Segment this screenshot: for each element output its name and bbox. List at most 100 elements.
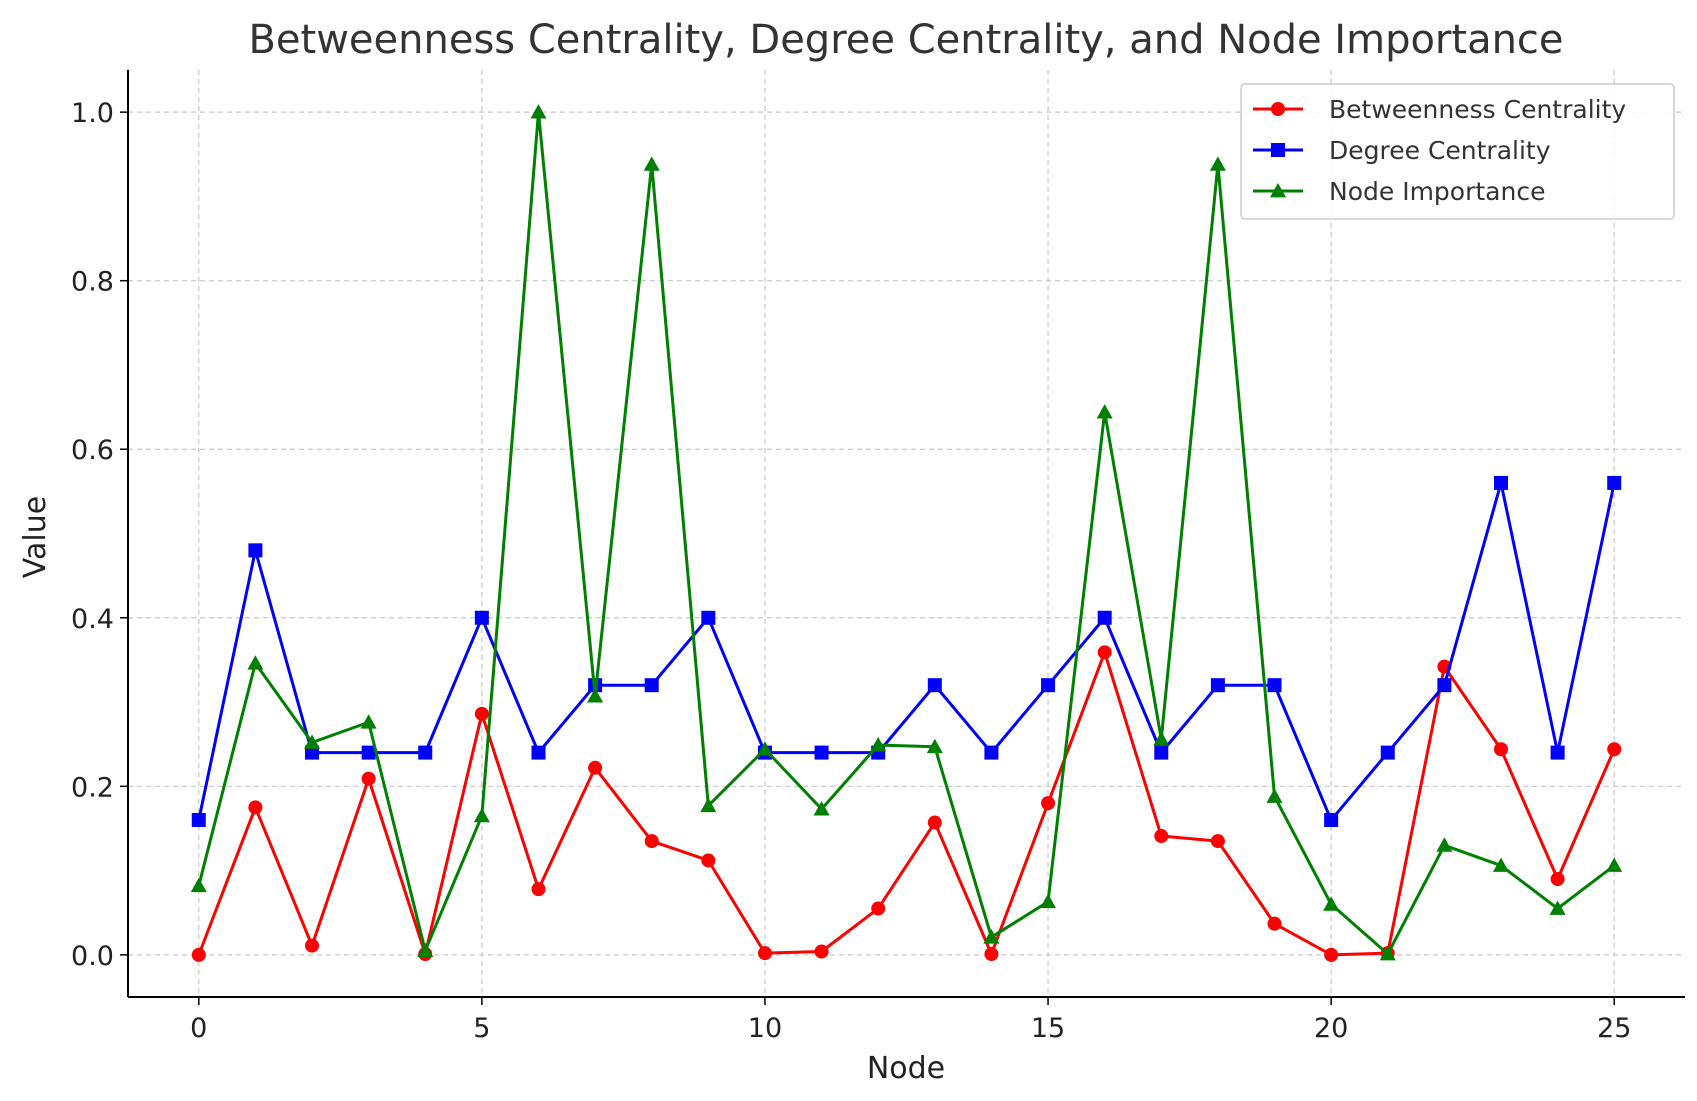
series-1-point-15 — [1041, 678, 1056, 693]
series-2-point-14 — [983, 929, 1000, 944]
series-0-point-8 — [644, 834, 659, 849]
series-2-point-11 — [813, 801, 830, 816]
series-0-point-12 — [871, 901, 886, 916]
series-1-point-21 — [1380, 745, 1395, 760]
series-2-point-23 — [1492, 857, 1509, 872]
series-0-point-7 — [588, 760, 603, 775]
series-1-point-11 — [814, 745, 829, 760]
axis-ticks: 0 5 10 15 20 25 0.0 0.2 0.4 0.6 0.8 1.0 — [71, 98, 1631, 1044]
series-0-point-9 — [701, 853, 716, 868]
series-2-point-12 — [870, 737, 887, 752]
y-tick-label-5: 1.0 — [71, 98, 114, 129]
series-0-point-3 — [361, 771, 376, 786]
series-1-point-14 — [984, 745, 999, 760]
series-line-1 — [197, 481, 1616, 822]
series-2-point-9 — [700, 797, 717, 813]
series-2-point-20 — [1323, 896, 1340, 911]
series-2-point-22 — [1436, 837, 1453, 852]
chart-title: Betweenness Centrality, Degree Centralit… — [248, 17, 1563, 63]
series-2-point-25 — [1606, 857, 1623, 872]
series-2-point-21 — [1379, 946, 1396, 961]
series-2-point-4 — [417, 942, 434, 958]
series-0-point-5 — [474, 706, 489, 721]
y-axis-label: Value — [18, 496, 53, 578]
legend-box — [1240, 83, 1675, 220]
series-1-point-16 — [1097, 610, 1112, 625]
y-tick-label-3: 0.6 — [71, 435, 114, 466]
x-tick-label-3: 15 — [1031, 1013, 1065, 1044]
series-1-point-5 — [474, 610, 489, 625]
series-1-point-24 — [1550, 745, 1565, 760]
series-2-point-2 — [304, 734, 321, 749]
series-1-point-8 — [644, 678, 659, 693]
legend-marker-0 — [1271, 102, 1285, 116]
series-0-point-10 — [757, 946, 772, 961]
legend-label-0: Betweenness Centrality — [1329, 95, 1626, 124]
y-tick-label-4: 0.8 — [71, 267, 114, 298]
series-0-point-0 — [191, 947, 206, 962]
series-0-point-13 — [927, 815, 942, 830]
legend-marker-2 — [1270, 183, 1286, 198]
legend-label-1: Degree Centrality — [1329, 136, 1551, 165]
legend-marker-1 — [1271, 143, 1285, 157]
series-0-point-17 — [1154, 829, 1169, 844]
data-series — [190, 104, 1623, 962]
y-tick-label-1: 0.2 — [71, 772, 114, 803]
series-0-point-20 — [1324, 947, 1339, 962]
series-0-point-15 — [1041, 796, 1056, 811]
x-tick-label-0: 0 — [190, 1013, 207, 1044]
x-tick-label-1: 5 — [473, 1013, 490, 1044]
series-0-point-2 — [305, 938, 320, 953]
series-0-point-6 — [531, 882, 546, 897]
axes-spines — [127, 70, 1685, 998]
grid-lines — [128, 70, 1685, 997]
series-1-point-3 — [361, 745, 376, 760]
series-2-point-15 — [1040, 893, 1057, 909]
series-2-point-3 — [360, 714, 377, 729]
series-2-point-24 — [1549, 900, 1566, 915]
series-2-point-10 — [756, 741, 773, 756]
series-2-point-19 — [1266, 788, 1283, 803]
series-1-point-13 — [927, 678, 942, 693]
series-2-point-1 — [247, 655, 264, 670]
series-1-point-23 — [1493, 475, 1508, 490]
series-1 — [191, 475, 1622, 828]
y-tick-label-2: 0.4 — [71, 604, 114, 635]
series-1-point-2 — [305, 745, 320, 760]
series-2-point-17 — [1153, 731, 1170, 746]
series-1-point-1 — [248, 543, 263, 558]
series-0-point-25 — [1607, 742, 1622, 757]
series-0-point-23 — [1493, 742, 1508, 757]
series-0-point-24 — [1550, 872, 1565, 887]
series-0-point-1 — [248, 800, 263, 815]
series-0-point-18 — [1210, 834, 1225, 849]
series-1-point-17 — [1154, 745, 1169, 760]
series-2-point-18 — [1209, 156, 1226, 171]
series-1-point-25 — [1607, 475, 1622, 490]
legend: Betweenness Centrality Degree Centrality N… — [1240, 83, 1675, 220]
x-axis-label: Node — [867, 1051, 945, 1086]
series-2-point-6 — [530, 104, 547, 119]
series-2-point-13 — [926, 738, 943, 754]
legend-label-2: Node Importance — [1329, 177, 1545, 206]
series-0 — [191, 645, 1622, 962]
series-1-point-0 — [191, 813, 206, 828]
series-2-point-16 — [1096, 404, 1113, 419]
series-2-point-8 — [643, 156, 660, 171]
series-2-point-0 — [190, 877, 207, 893]
series-line-0 — [197, 650, 1616, 957]
series-1-point-20 — [1324, 813, 1339, 828]
series-0-point-11 — [814, 944, 829, 959]
series-0-point-19 — [1267, 916, 1282, 931]
series-1-point-4 — [418, 745, 433, 760]
series-1-point-18 — [1210, 678, 1225, 693]
x-tick-label-2: 10 — [748, 1013, 782, 1044]
series-0-point-16 — [1097, 645, 1112, 660]
series-1-point-6 — [531, 745, 546, 760]
series-2-point-5 — [473, 807, 490, 823]
series-1-point-9 — [701, 610, 716, 625]
x-tick-label-5: 25 — [1597, 1013, 1631, 1044]
series-1-point-19 — [1267, 678, 1282, 693]
series-2 — [190, 104, 1623, 961]
